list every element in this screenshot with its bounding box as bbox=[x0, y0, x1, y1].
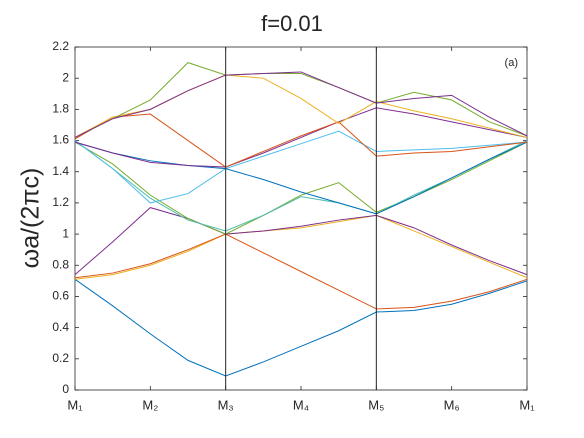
band-line bbox=[74, 130, 528, 204]
x-tick-label: M₂ bbox=[142, 397, 158, 412]
band-line bbox=[74, 71, 528, 138]
x-tick-label: M₁ bbox=[519, 397, 535, 412]
y-axis-label: ωa/(2πc) bbox=[17, 168, 45, 269]
band-line bbox=[74, 214, 528, 280]
x-tick-label: M₅ bbox=[368, 397, 384, 412]
y-tick-label: 1.6 bbox=[52, 133, 69, 147]
y-tick-label: 0.2 bbox=[52, 351, 69, 365]
band-line bbox=[74, 141, 528, 235]
band-line bbox=[74, 278, 528, 377]
y-tick-label: 1.2 bbox=[52, 195, 69, 209]
band-line bbox=[74, 233, 528, 310]
x-tick-label: M₆ bbox=[444, 397, 460, 412]
plot-frame bbox=[74, 46, 528, 391]
band-line bbox=[74, 62, 528, 138]
y-tick-label: 1.8 bbox=[52, 102, 69, 116]
x-tick-label: M₃ bbox=[218, 397, 234, 412]
band-line bbox=[74, 113, 528, 168]
y-tick-label: 2 bbox=[62, 70, 69, 84]
band-line bbox=[74, 141, 528, 215]
band-line bbox=[74, 207, 528, 276]
x-tick-label: M₄ bbox=[293, 397, 309, 412]
band-line bbox=[74, 107, 528, 168]
y-tick-label: 0.8 bbox=[52, 257, 69, 271]
y-tick-label: 2.2 bbox=[52, 39, 69, 53]
annotation: (a) bbox=[505, 57, 518, 69]
y-tick-label: 1 bbox=[62, 226, 69, 240]
y-tick-label: 0 bbox=[62, 382, 69, 396]
y-tick-label: 0.6 bbox=[52, 289, 69, 303]
x-tick-label: M₁ bbox=[67, 397, 83, 412]
y-tick-label: 0.4 bbox=[52, 320, 69, 334]
y-tick-label: 1.4 bbox=[52, 164, 69, 178]
chart-title: f=0.01 bbox=[261, 11, 323, 36]
